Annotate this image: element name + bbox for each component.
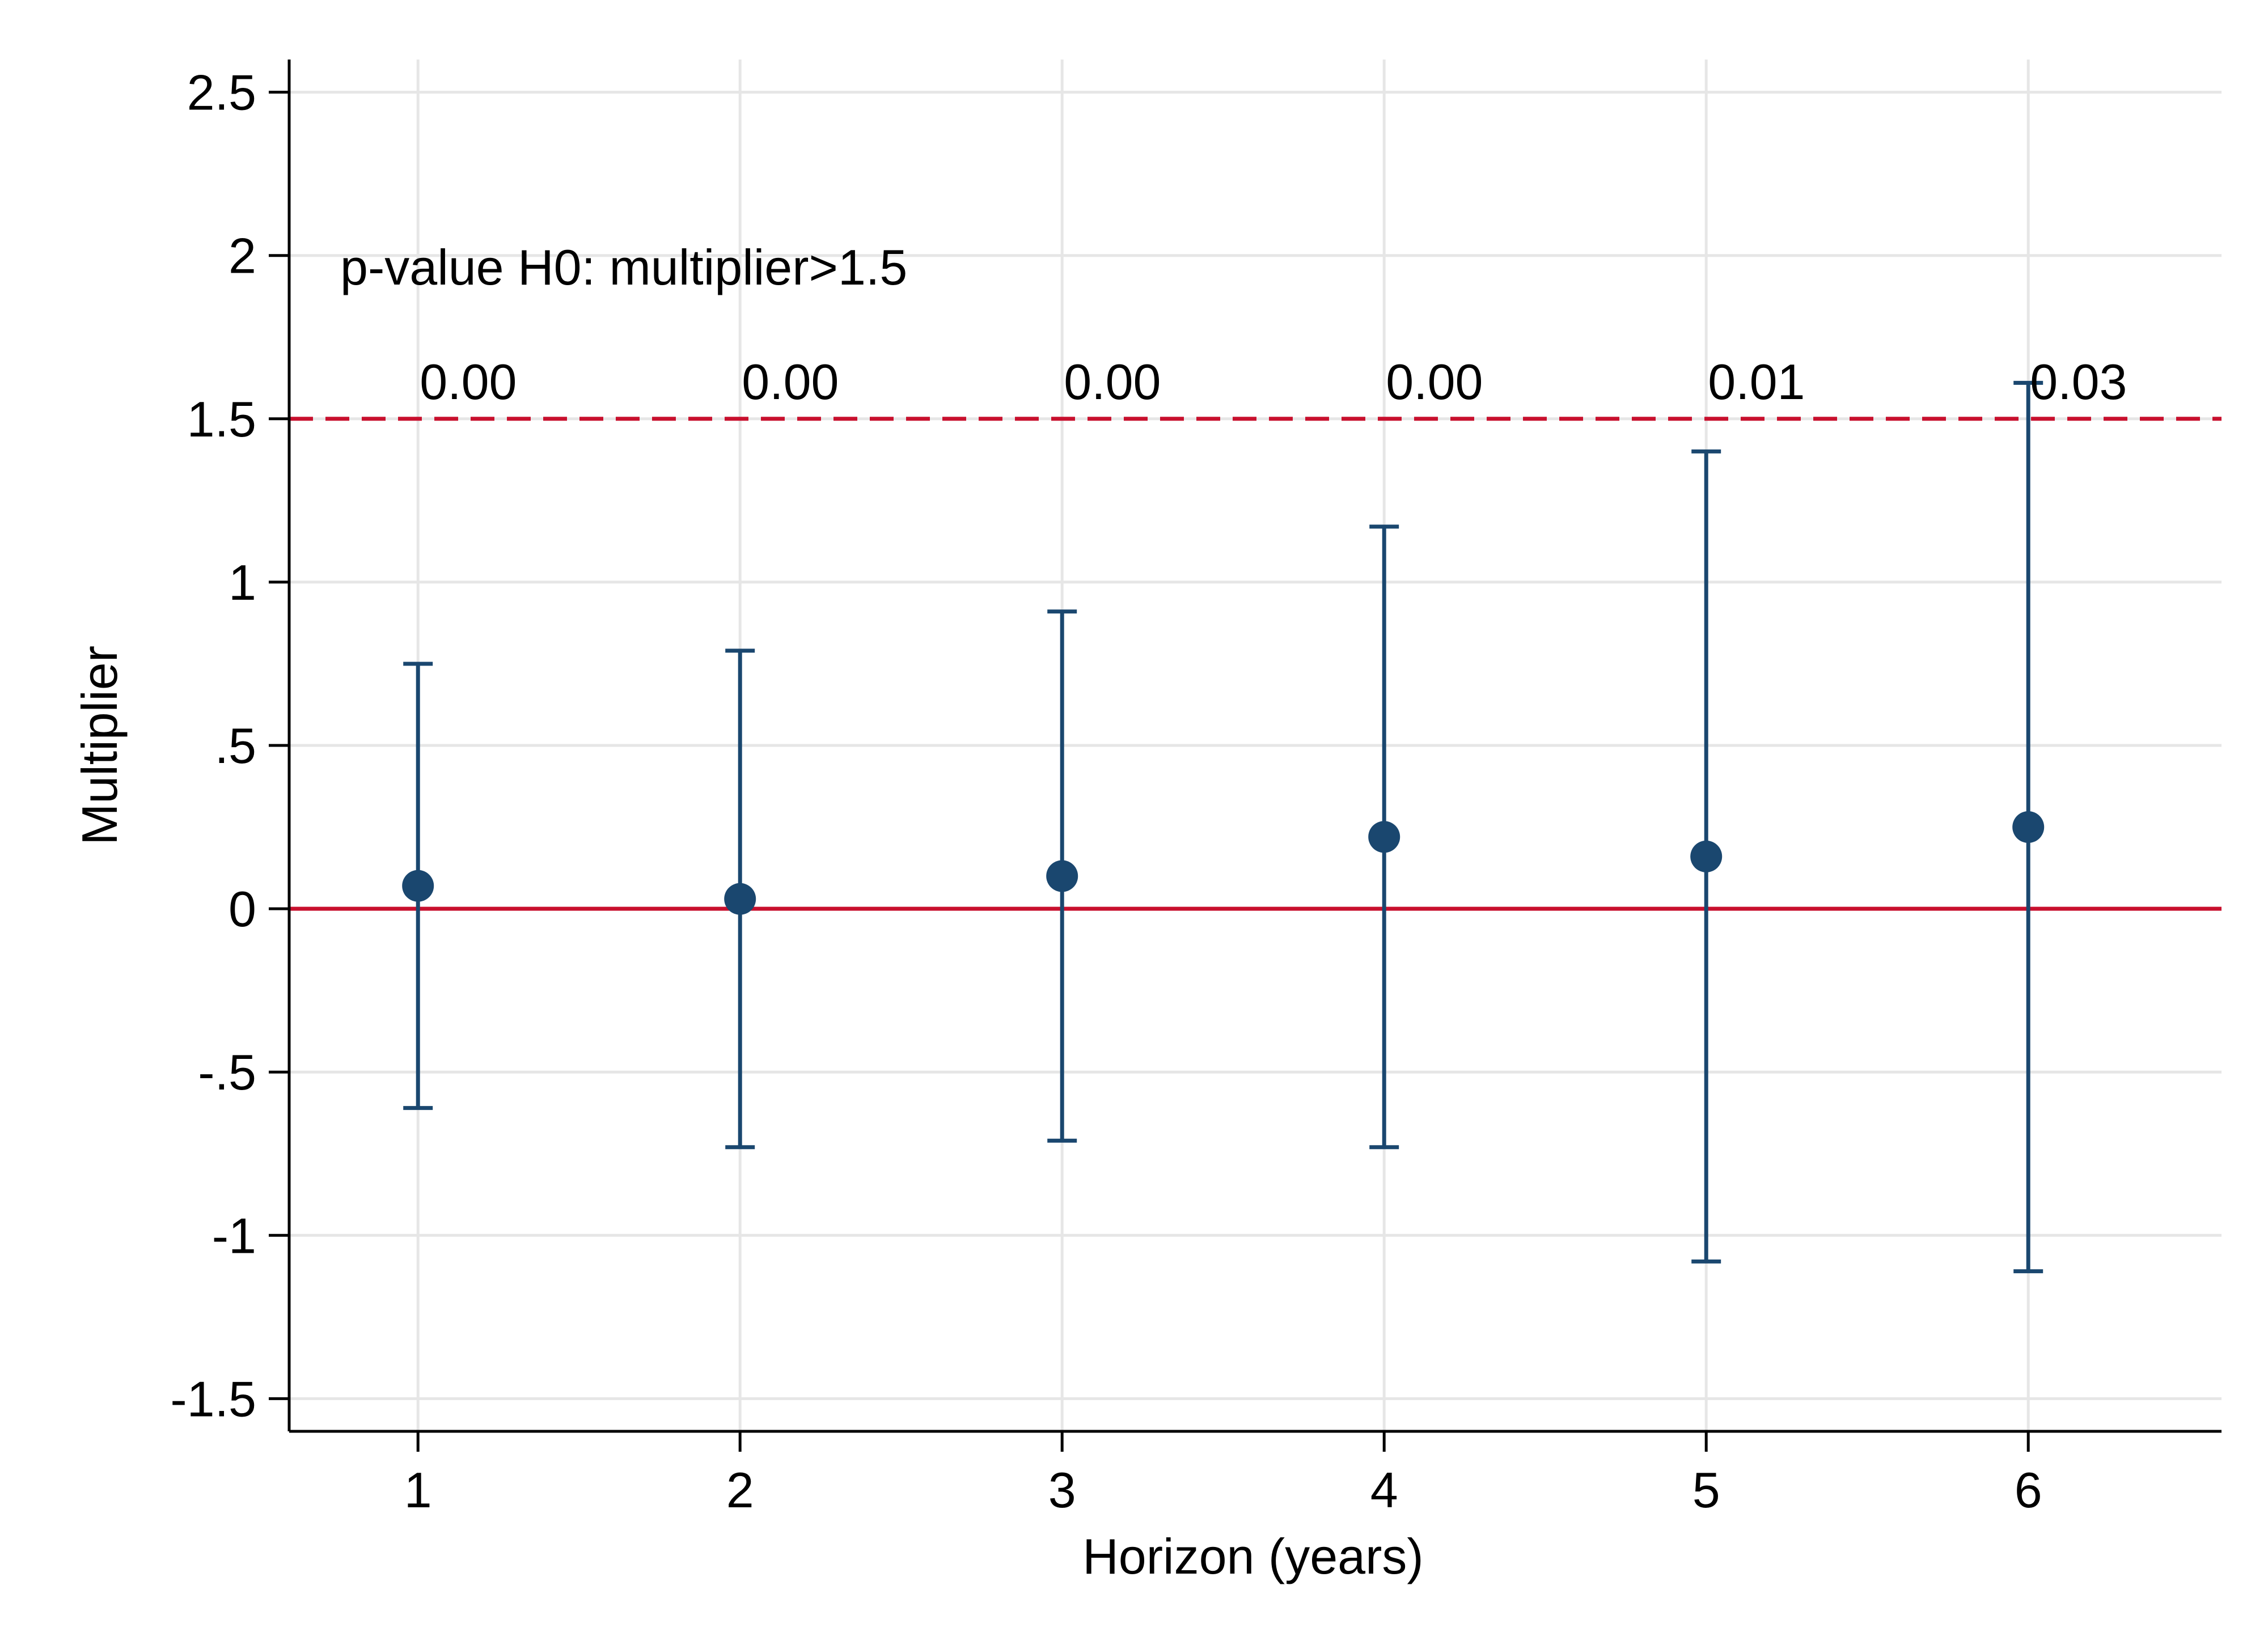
x-tick-label: 5 bbox=[1692, 1462, 1720, 1518]
point-marker bbox=[2012, 811, 2045, 843]
p-value-label: 0.00 bbox=[742, 354, 839, 410]
p-value-label: 0.01 bbox=[1708, 354, 1805, 410]
point-marker bbox=[1690, 840, 1723, 872]
y-tick-label: -1.5 bbox=[170, 1371, 256, 1427]
x-axis-title: Horizon (years) bbox=[1082, 1528, 1423, 1584]
y-tick-label: 1 bbox=[229, 554, 256, 611]
point-marker bbox=[724, 883, 756, 915]
y-tick-label: -.5 bbox=[198, 1044, 256, 1100]
y-tick-label: 2.5 bbox=[187, 65, 256, 121]
axes bbox=[269, 60, 2222, 1452]
point-marker bbox=[1368, 821, 1400, 853]
y-tick-label: .5 bbox=[215, 718, 256, 774]
point-marker bbox=[1046, 860, 1078, 892]
point-marker bbox=[402, 870, 434, 902]
data-series bbox=[402, 380, 2045, 1274]
x-tick-label: 1 bbox=[404, 1462, 432, 1518]
tick-labels: 0.00 0.00 0.00 0.00 0.01 0.03 -1.5 -1 -.5 0 .5 1 1.5… bbox=[170, 65, 2127, 1518]
x-tick-label: 4 bbox=[1370, 1462, 1398, 1518]
y-tick-label: 1.5 bbox=[187, 391, 256, 447]
reference-lines bbox=[289, 417, 2222, 911]
p-value-label: 0.03 bbox=[2030, 354, 2127, 410]
annotation-header: p-value H0: multiplier>1.5 bbox=[340, 239, 907, 295]
y-tick-label: 2 bbox=[229, 228, 256, 284]
x-tick-label: 3 bbox=[1048, 1462, 1076, 1518]
x-tick-label: 2 bbox=[726, 1462, 754, 1518]
y-tick-label: 0 bbox=[229, 881, 256, 937]
y-axis-title: Multiplier bbox=[71, 646, 128, 845]
p-value-label: 0.00 bbox=[1386, 354, 1483, 410]
p-value-label: 0.00 bbox=[420, 354, 517, 410]
p-value-label: 0.00 bbox=[1064, 354, 1161, 410]
y-tick-label: -1 bbox=[212, 1207, 256, 1264]
x-tick-label: 6 bbox=[2015, 1462, 2042, 1518]
